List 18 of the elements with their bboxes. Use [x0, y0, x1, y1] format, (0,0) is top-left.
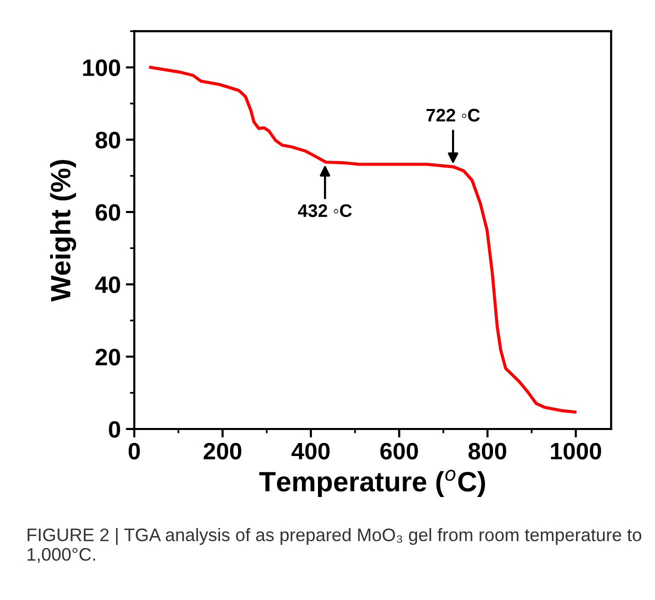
annotation: 432 ◦C — [298, 204, 352, 218]
x-tick-label: 200 — [204, 442, 242, 460]
annotation: 722 ◦C — [426, 108, 480, 122]
x-tick-label: 0 — [128, 442, 140, 460]
line-series — [149, 66, 576, 414]
y-tick-label: 20 — [96, 348, 120, 366]
y-tick-label: 0 — [108, 421, 120, 438]
x-tick-label: 400 — [292, 442, 330, 460]
y-tick-label: 60 — [96, 204, 120, 221]
y-tick-label: 100 — [83, 59, 120, 76]
y-axis-title: Weight (%) — [50, 160, 76, 302]
caption: FIGURE 2 | TGA analysis of as prepared MoO₃ gel from room temperature to 1,000°C. — [28, 528, 642, 563]
x-tick-label: 800 — [468, 442, 506, 460]
y-tick-label: 40 — [95, 276, 120, 294]
y-tick-label: 80 — [96, 132, 120, 148]
x-tick-label: 1000 — [551, 442, 602, 460]
x-tick-label: 600 — [380, 442, 418, 460]
x-axis-title: Temperature ($^{o}$C) — [259, 470, 486, 498]
